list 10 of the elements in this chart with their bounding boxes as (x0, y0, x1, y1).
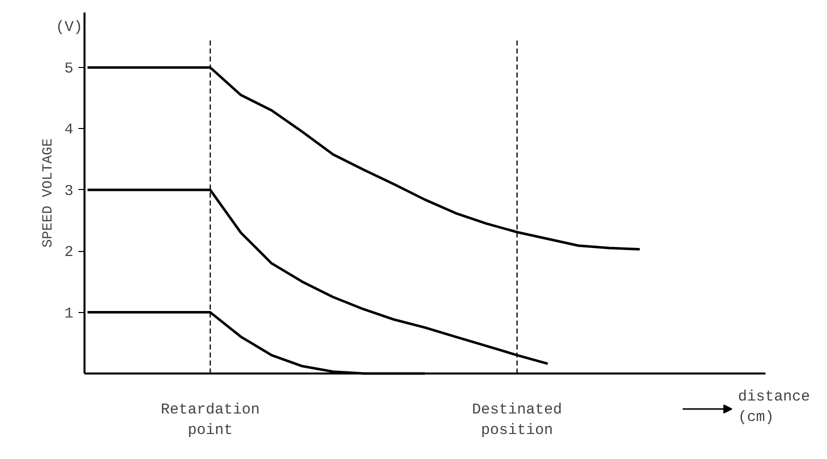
y-tick-label: 4 (64, 122, 74, 139)
x-tick-label: Destinated position (472, 402, 562, 439)
x-tick-label: Retardation point (160, 402, 260, 439)
y-tick-label: 3 (64, 182, 74, 200)
y-tick-label: 1 (64, 305, 74, 322)
y-tick-label: 2 (64, 244, 74, 262)
y-axis-title: SPEED VOLTAGE (40, 138, 56, 248)
text: (V) (56, 19, 83, 36)
y-tick-label: 5 (64, 60, 74, 78)
x-axis-title: distance (cm) (738, 388, 810, 426)
